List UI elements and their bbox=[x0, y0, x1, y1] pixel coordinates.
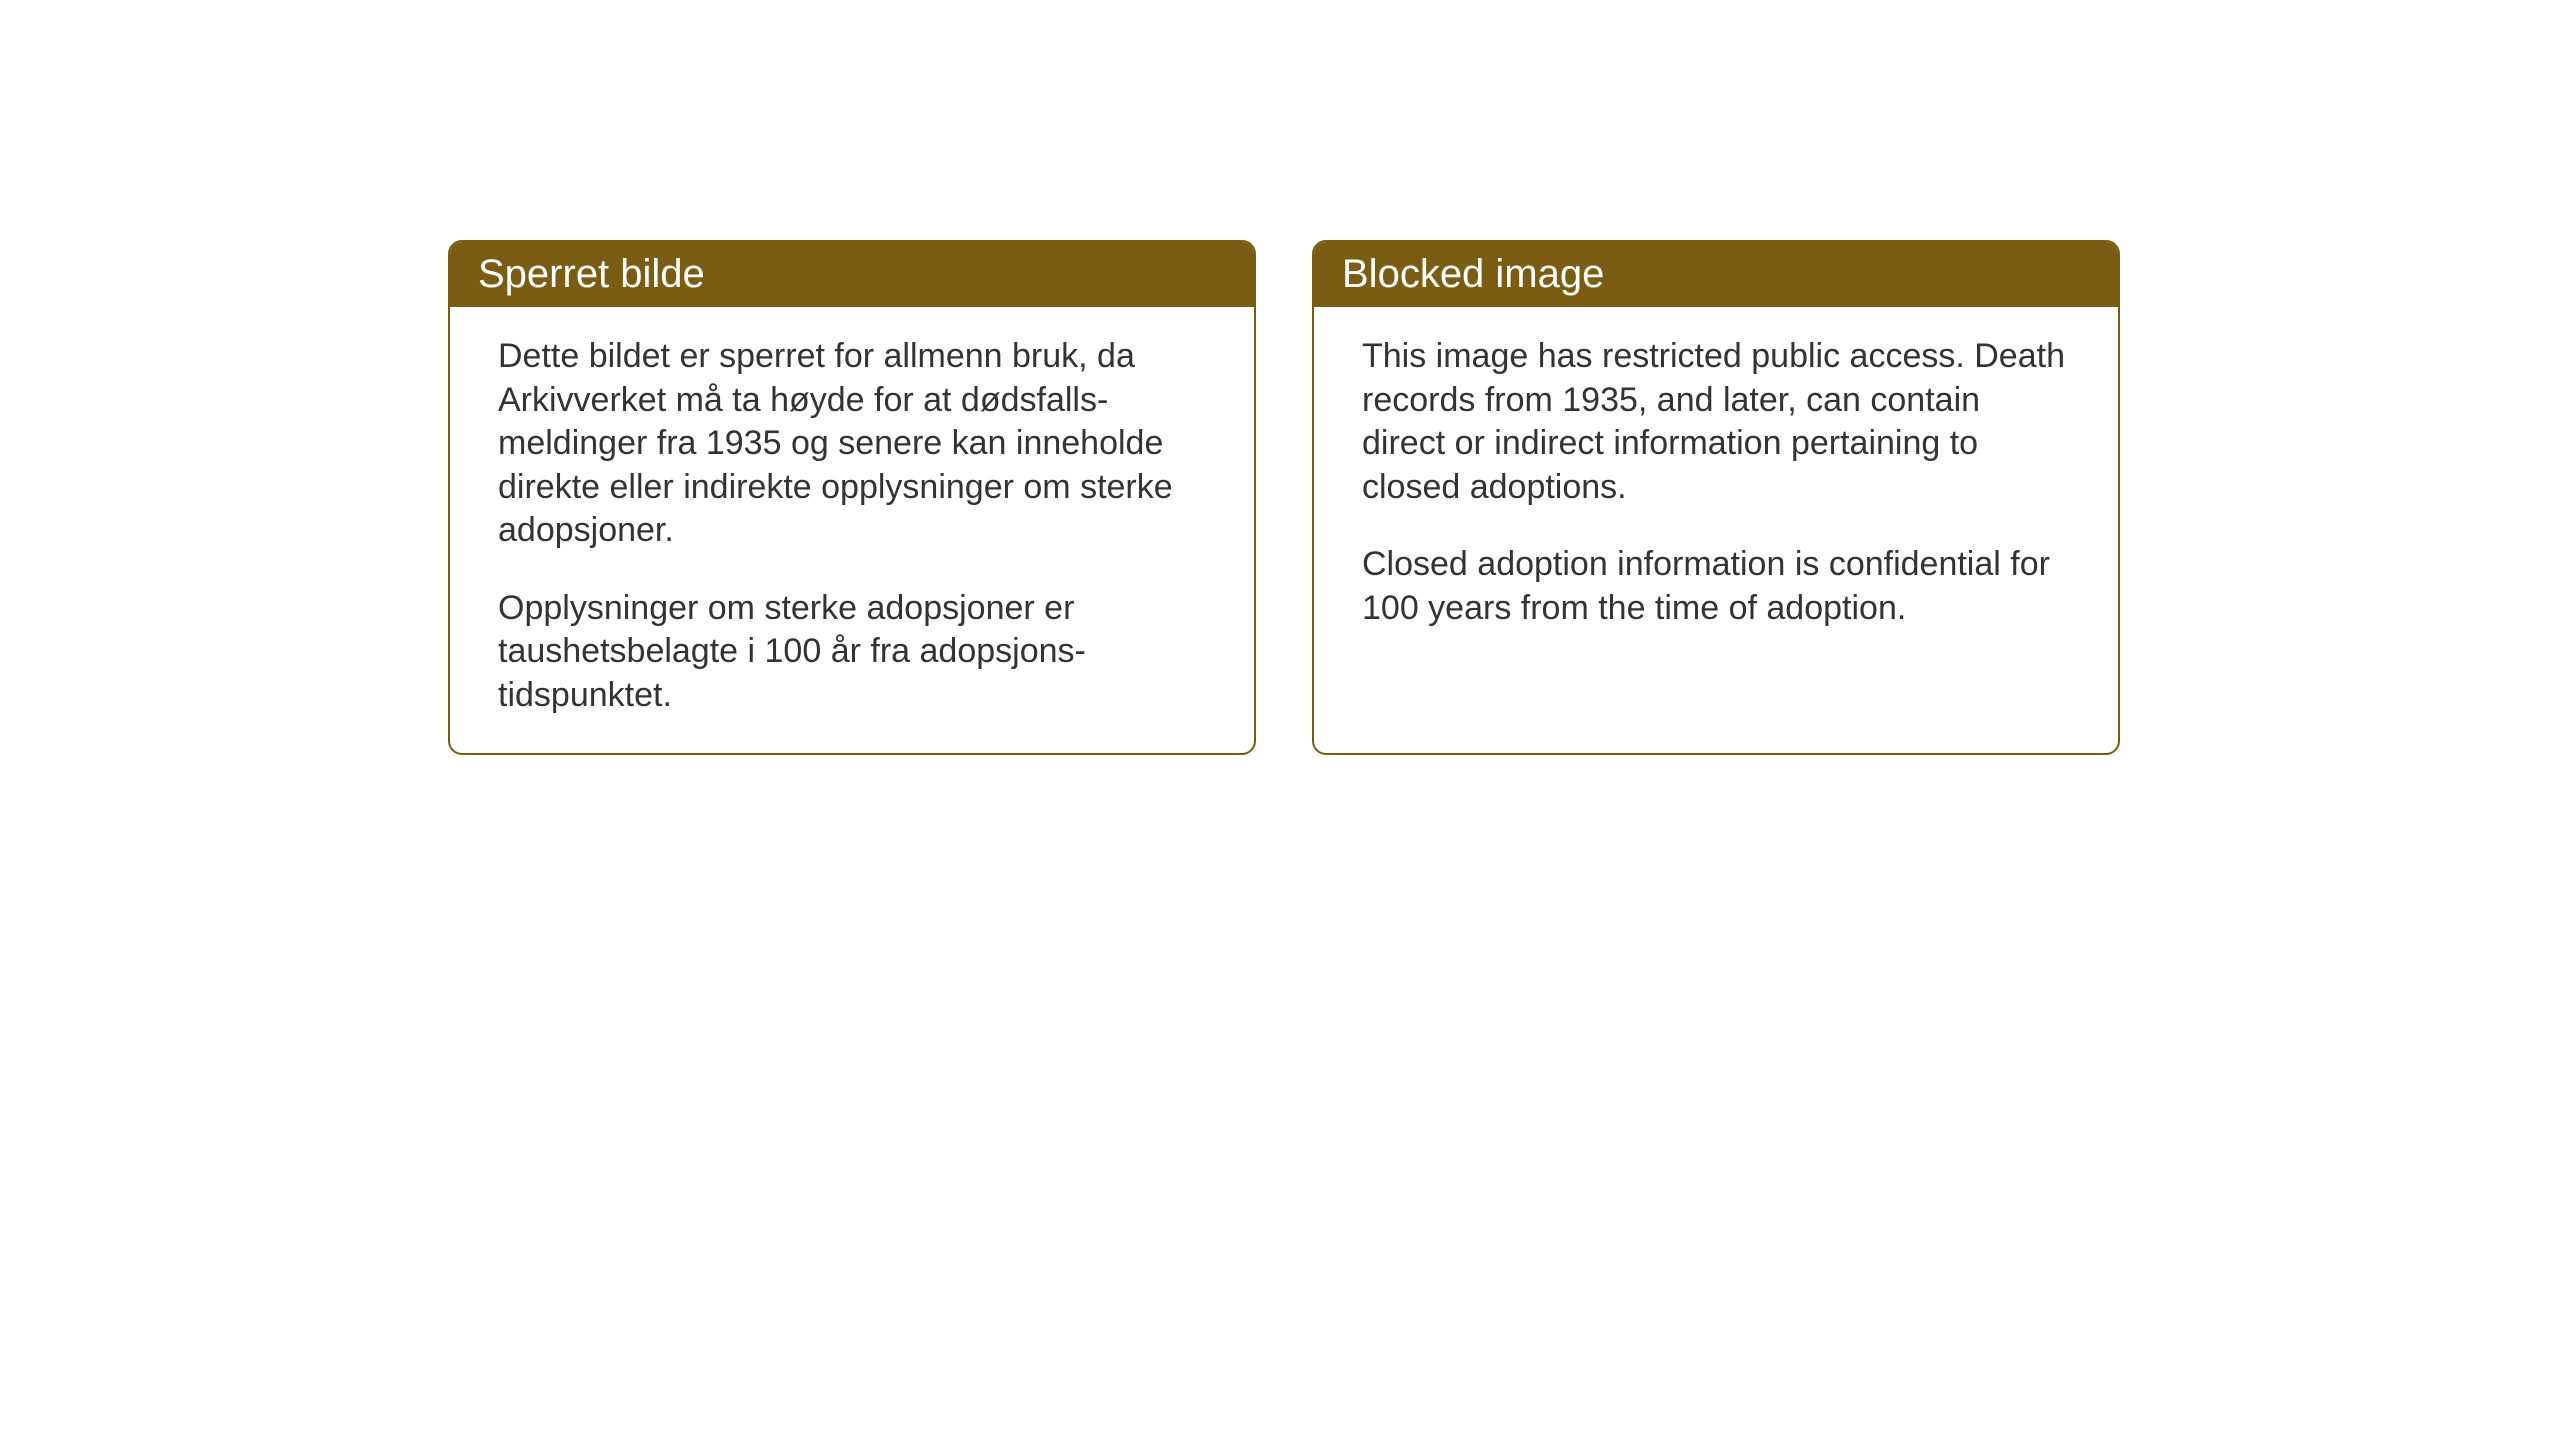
card-body-english: This image has restricted public access.… bbox=[1314, 307, 2118, 666]
card-body-norwegian: Dette bildet er sperret for allmenn bruk… bbox=[450, 307, 1254, 753]
card-english: Blocked image This image has restricted … bbox=[1312, 240, 2120, 755]
card-title-english: Blocked image bbox=[1342, 252, 1604, 296]
card-paragraph-2-norwegian: Opplysninger om sterke adopsjoner er tau… bbox=[498, 587, 1206, 718]
card-header-english: Blocked image bbox=[1314, 242, 2118, 307]
card-norwegian: Sperret bilde Dette bildet er sperret fo… bbox=[448, 240, 1256, 755]
cards-container: Sperret bilde Dette bildet er sperret fo… bbox=[448, 240, 2120, 755]
card-title-norwegian: Sperret bilde bbox=[478, 252, 705, 296]
card-header-norwegian: Sperret bilde bbox=[450, 242, 1254, 307]
card-paragraph-1-english: This image has restricted public access.… bbox=[1362, 335, 2070, 509]
card-paragraph-2-english: Closed adoption information is confident… bbox=[1362, 543, 2070, 630]
card-paragraph-1-norwegian: Dette bildet er sperret for allmenn bruk… bbox=[498, 335, 1206, 553]
